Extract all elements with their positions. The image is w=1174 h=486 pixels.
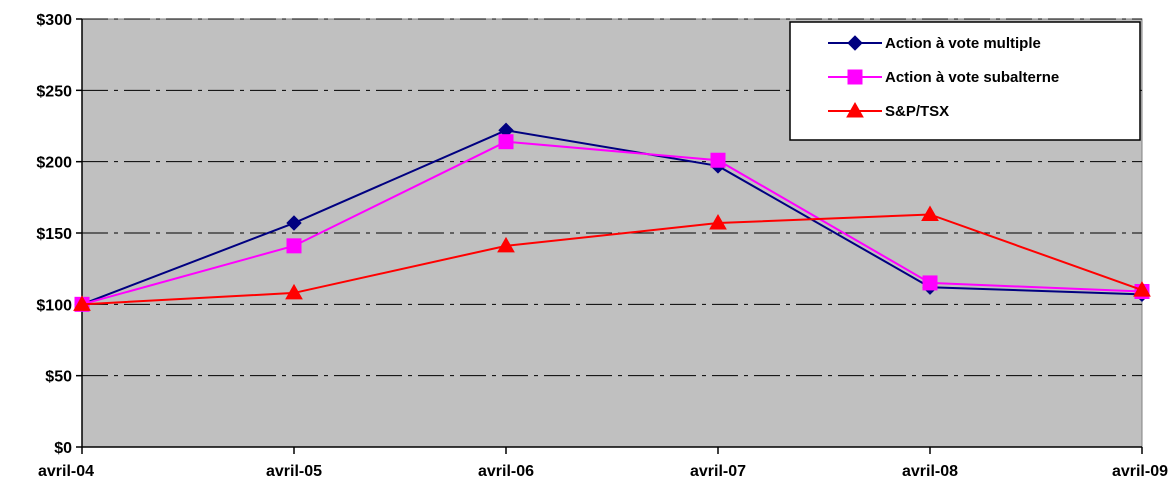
series-3-point bbox=[1133, 281, 1151, 297]
y-tick-label: $150 bbox=[36, 226, 72, 243]
legend-label: Action à vote multiple bbox=[885, 35, 1041, 52]
series-3-point bbox=[921, 205, 939, 221]
series-line-1 bbox=[81, 129, 1143, 306]
x-tick-label: avril-09 bbox=[1112, 463, 1168, 480]
legend-marker bbox=[847, 35, 863, 51]
series-2-point bbox=[286, 238, 302, 254]
series-2-point bbox=[498, 134, 514, 150]
series-line-2 bbox=[81, 140, 1143, 306]
legend-marker bbox=[846, 101, 864, 118]
x-tick-label: avril-04 bbox=[38, 463, 94, 480]
series-3-point bbox=[285, 283, 303, 300]
series-1-point bbox=[286, 215, 302, 231]
y-tick-label: $200 bbox=[36, 155, 72, 172]
legend-label: Action à vote subalterne bbox=[885, 69, 1059, 86]
y-tick-label: $50 bbox=[45, 369, 72, 386]
series-2-point bbox=[710, 152, 726, 168]
y-tick-label: $300 bbox=[36, 12, 72, 29]
x-tick-label: avril-05 bbox=[266, 463, 322, 480]
series-3-point bbox=[497, 236, 515, 253]
series-2-point bbox=[922, 275, 938, 291]
y-tick-label: $100 bbox=[36, 297, 72, 314]
series-3-point bbox=[709, 214, 727, 230]
x-tick-label: avril-06 bbox=[478, 463, 534, 480]
x-tick-label: avril-08 bbox=[902, 463, 958, 480]
y-tick-label: $250 bbox=[36, 83, 72, 100]
y-tick-label: $0 bbox=[54, 440, 72, 457]
legend-marker bbox=[847, 69, 863, 85]
x-tick-label: avril-07 bbox=[690, 463, 746, 480]
legend-label: S&P/TSX bbox=[885, 103, 949, 120]
series-line-3 bbox=[81, 213, 1143, 306]
series-3-point bbox=[73, 295, 91, 311]
